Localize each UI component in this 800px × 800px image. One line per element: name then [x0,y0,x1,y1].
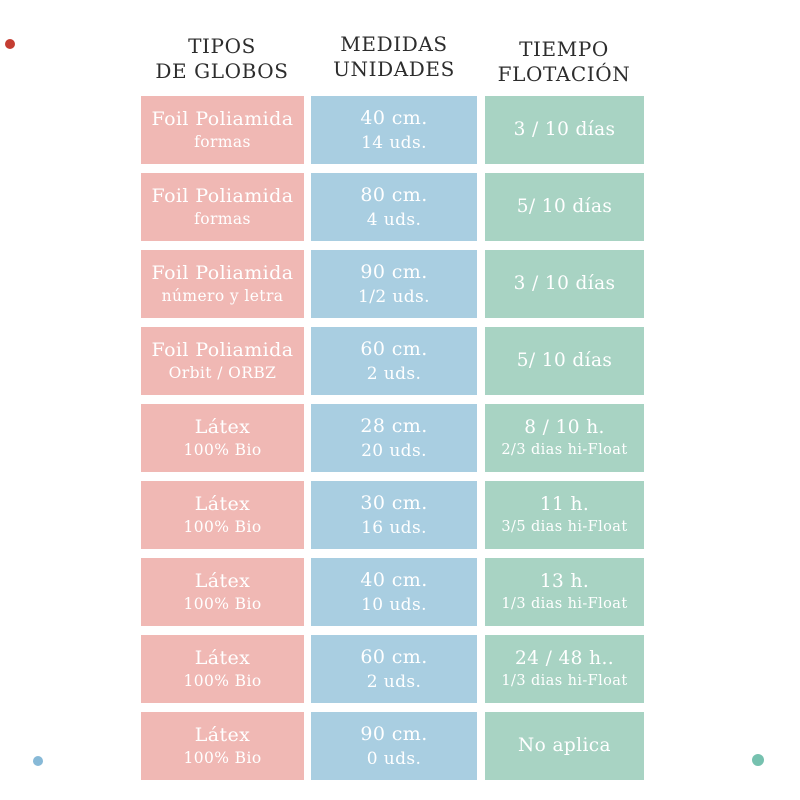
cell-tiempo-flotacion: 13 h. 1/3 dias hi-Float [485,558,644,626]
cell-medida: 60 cm. 2 uds. [311,635,477,703]
cell-primary-text: 60 cm. [360,645,428,668]
cell-primary-text: Látex [194,493,251,515]
cell-primary-text: 28 cm. [360,414,428,437]
cell-tipo-globo: Látex 100% Bio [141,635,304,703]
cell-secondary-text: formas [194,133,251,151]
cell-secondary-text: 1/3 dias hi-Float [501,596,628,612]
cell-medida: 40 cm. 10 uds. [311,558,477,626]
cell-secondary-text: 10 uds. [361,594,427,615]
cell-primary-text: Foil Poliamida [151,185,294,207]
cell-primary-text: 13 h. [539,571,590,592]
cell-medida: 60 cm. 2 uds. [311,327,477,395]
cell-primary-text: 60 cm. [360,337,428,360]
cell-tipo-globo: Látex 100% Bio [141,481,304,549]
cell-secondary-text: formas [194,210,251,228]
header-line: DE GLOBOS [155,59,289,83]
cell-tipo-globo: Látex 100% Bio [141,404,304,472]
table-row: Látex 100% Bio 90 cm. 0 uds. No aplica [141,712,644,780]
cell-primary-text: 5/ 10 días [516,196,613,217]
column-header-medidas: MEDIDAS UNIDADES [284,32,504,82]
column-header-tiempo: TIEMPO FLOTACIÓN [454,37,674,87]
cell-tiempo-flotacion: 8 / 10 h. 2/3 dias hi-Float [485,404,644,472]
cell-secondary-text: 100% Bio [183,595,262,613]
cell-primary-text: 5/ 10 días [516,350,613,371]
cell-tiempo-flotacion: 3 / 10 días [485,96,644,164]
cell-primary-text: 3 / 10 días [513,273,616,294]
table-row: Látex 100% Bio 40 cm. 10 uds. 13 h. 1/3 … [141,558,644,626]
table-row: Látex 100% Bio 28 cm. 20 uds. 8 / 10 h. … [141,404,644,472]
cell-tiempo-flotacion: No aplica [485,712,644,780]
cell-primary-text: Látex [194,724,251,746]
cell-tipo-globo: Foil Poliamida formas [141,173,304,241]
cell-tiempo-flotacion: 3 / 10 días [485,250,644,318]
cell-medida: 40 cm. 14 uds. [311,96,477,164]
cell-secondary-text: 16 uds. [361,517,427,538]
cell-tipo-globo: Látex 100% Bio [141,558,304,626]
cell-secondary-text: número y letra [161,287,284,305]
header-line: TIEMPO [519,37,609,61]
cell-primary-text: 40 cm. [360,568,428,591]
cell-medida: 90 cm. 0 uds. [311,712,477,780]
red-dot-decoration [5,39,15,49]
cell-secondary-text: 2/3 dias hi-Float [501,442,628,458]
cell-secondary-text: 100% Bio [183,518,262,536]
table-row: Foil Poliamida formas 80 cm. 4 uds. 5/ 1… [141,173,644,241]
table-grid: Foil Poliamida formas 40 cm. 14 uds. 3 /… [141,96,644,789]
cell-secondary-text: 100% Bio [183,672,262,690]
cell-secondary-text: 14 uds. [361,132,427,153]
cell-primary-text: 90 cm. [360,260,428,283]
cell-primary-text: 30 cm. [360,491,428,514]
cell-primary-text: Látex [194,416,251,438]
blue-dot-decoration [33,756,43,766]
cell-primary-text: No aplica [518,735,611,756]
cell-secondary-text: 2 uds. [366,671,422,692]
cell-primary-text: Foil Poliamida [151,108,294,130]
column-header-tipos: TIPOS DE GLOBOS [112,34,332,84]
cell-primary-text: 8 / 10 h. [524,417,605,438]
cell-primary-text: 24 / 48 h.. [514,648,615,669]
table-row: Foil Poliamida número y letra 90 cm. 1/2… [141,250,644,318]
cell-primary-text: 3 / 10 días [513,119,616,140]
cell-medida: 90 cm. 1/2 uds. [311,250,477,318]
cell-primary-text: 11 h. [539,494,590,515]
cell-secondary-text: 1/2 uds. [358,286,430,307]
table-row: Foil Poliamida formas 40 cm. 14 uds. 3 /… [141,96,644,164]
cell-tipo-globo: Foil Poliamida Orbit / ORBZ [141,327,304,395]
header-line: FLOTACIÓN [497,62,631,86]
cell-secondary-text: 2 uds. [366,363,422,384]
header-line: TIPOS [188,34,256,58]
cell-primary-text: Látex [194,570,251,592]
header-line: UNIDADES [333,57,455,81]
cell-primary-text: 80 cm. [360,183,428,206]
cell-tiempo-flotacion: 5/ 10 días [485,327,644,395]
cell-secondary-text: 3/5 dias hi-Float [501,519,628,535]
table-row: Látex 100% Bio 60 cm. 2 uds. 24 / 48 h..… [141,635,644,703]
cell-tipo-globo: Foil Poliamida número y letra [141,250,304,318]
header-line: MEDIDAS [340,32,448,56]
cell-secondary-text: 100% Bio [183,749,262,767]
table-row: Foil Poliamida Orbit / ORBZ 60 cm. 2 uds… [141,327,644,395]
cell-secondary-text: 20 uds. [361,440,427,461]
cell-medida: 80 cm. 4 uds. [311,173,477,241]
cell-primary-text: 90 cm. [360,722,428,745]
cell-secondary-text: 4 uds. [366,209,422,230]
cell-tiempo-flotacion: 11 h. 3/5 dias hi-Float [485,481,644,549]
cell-primary-text: Foil Poliamida [151,339,294,361]
cell-medida: 30 cm. 16 uds. [311,481,477,549]
teal-dot-decoration [752,754,764,766]
cell-secondary-text: 100% Bio [183,441,262,459]
cell-tiempo-flotacion: 5/ 10 días [485,173,644,241]
cell-tipo-globo: Látex 100% Bio [141,712,304,780]
cell-medida: 28 cm. 20 uds. [311,404,477,472]
cell-secondary-text: 1/3 dias hi-Float [501,673,628,689]
cell-primary-text: Látex [194,647,251,669]
table-row: Látex 100% Bio 30 cm. 16 uds. 11 h. 3/5 … [141,481,644,549]
cell-tipo-globo: Foil Poliamida formas [141,96,304,164]
cell-tiempo-flotacion: 24 / 48 h.. 1/3 dias hi-Float [485,635,644,703]
cell-primary-text: Foil Poliamida [151,262,294,284]
cell-primary-text: 40 cm. [360,106,428,129]
cell-secondary-text: 0 uds. [366,748,422,769]
cell-secondary-text: Orbit / ORBZ [168,364,277,382]
